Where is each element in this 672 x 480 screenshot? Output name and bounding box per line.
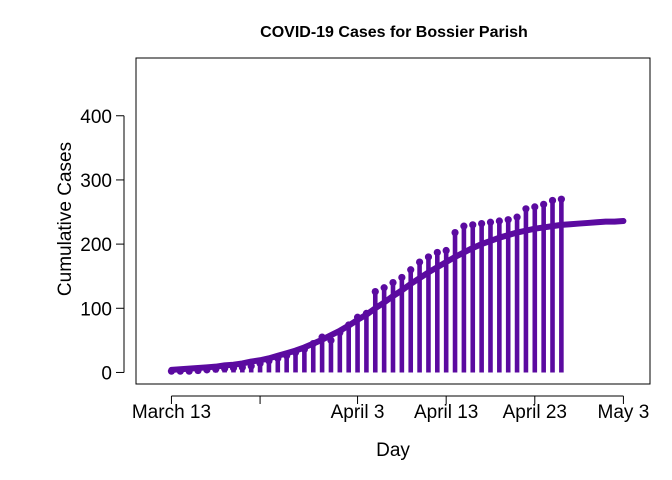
y-tick-label: 400 xyxy=(80,107,112,128)
y-axis: 0 100 200 300 400 xyxy=(80,107,125,384)
x-tick-label: April 13 xyxy=(414,402,478,423)
bar-point xyxy=(478,219,486,228)
y-tick-label: 100 xyxy=(80,299,112,320)
bar-point xyxy=(460,222,468,230)
plot-frame xyxy=(135,57,651,385)
y-tick-label: 200 xyxy=(80,235,112,256)
bar-point xyxy=(504,216,512,224)
y-tick-label: 0 xyxy=(101,363,112,384)
bar-point xyxy=(398,273,406,282)
bar-point xyxy=(424,253,433,261)
x-axis-label: Day xyxy=(376,440,410,461)
bar-point xyxy=(433,248,441,257)
bar-point xyxy=(407,266,415,274)
bar-point xyxy=(548,196,557,205)
bar-layer xyxy=(169,199,564,373)
bar-point xyxy=(531,203,539,211)
chart-title: COVID-19 Cases for Bossier Parish xyxy=(260,24,528,41)
y-axis-label: Cumulative Cases xyxy=(55,142,76,296)
bar-point xyxy=(371,287,379,296)
bar-point xyxy=(469,221,477,229)
bar-point xyxy=(495,217,503,225)
x-axis: March 13 April 3 April 13 April 23 May 3 xyxy=(132,395,650,423)
bar-point xyxy=(415,258,424,266)
y-tick-label: 300 xyxy=(80,171,112,192)
bar-point xyxy=(513,213,521,221)
x-tick-label: March 13 xyxy=(132,402,211,423)
bar-point xyxy=(557,195,565,203)
fitted-curve-line xyxy=(168,218,627,373)
bar-point xyxy=(442,246,450,255)
bar-point xyxy=(522,205,530,213)
bar-point xyxy=(389,279,397,287)
bar-point xyxy=(540,200,548,208)
bar-point xyxy=(451,228,459,237)
x-tick-label: April 3 xyxy=(331,402,385,423)
bar-point xyxy=(380,284,388,292)
x-tick-label: May 3 xyxy=(598,402,650,423)
x-tick-label: April 23 xyxy=(503,402,567,423)
bar-point xyxy=(486,218,495,226)
